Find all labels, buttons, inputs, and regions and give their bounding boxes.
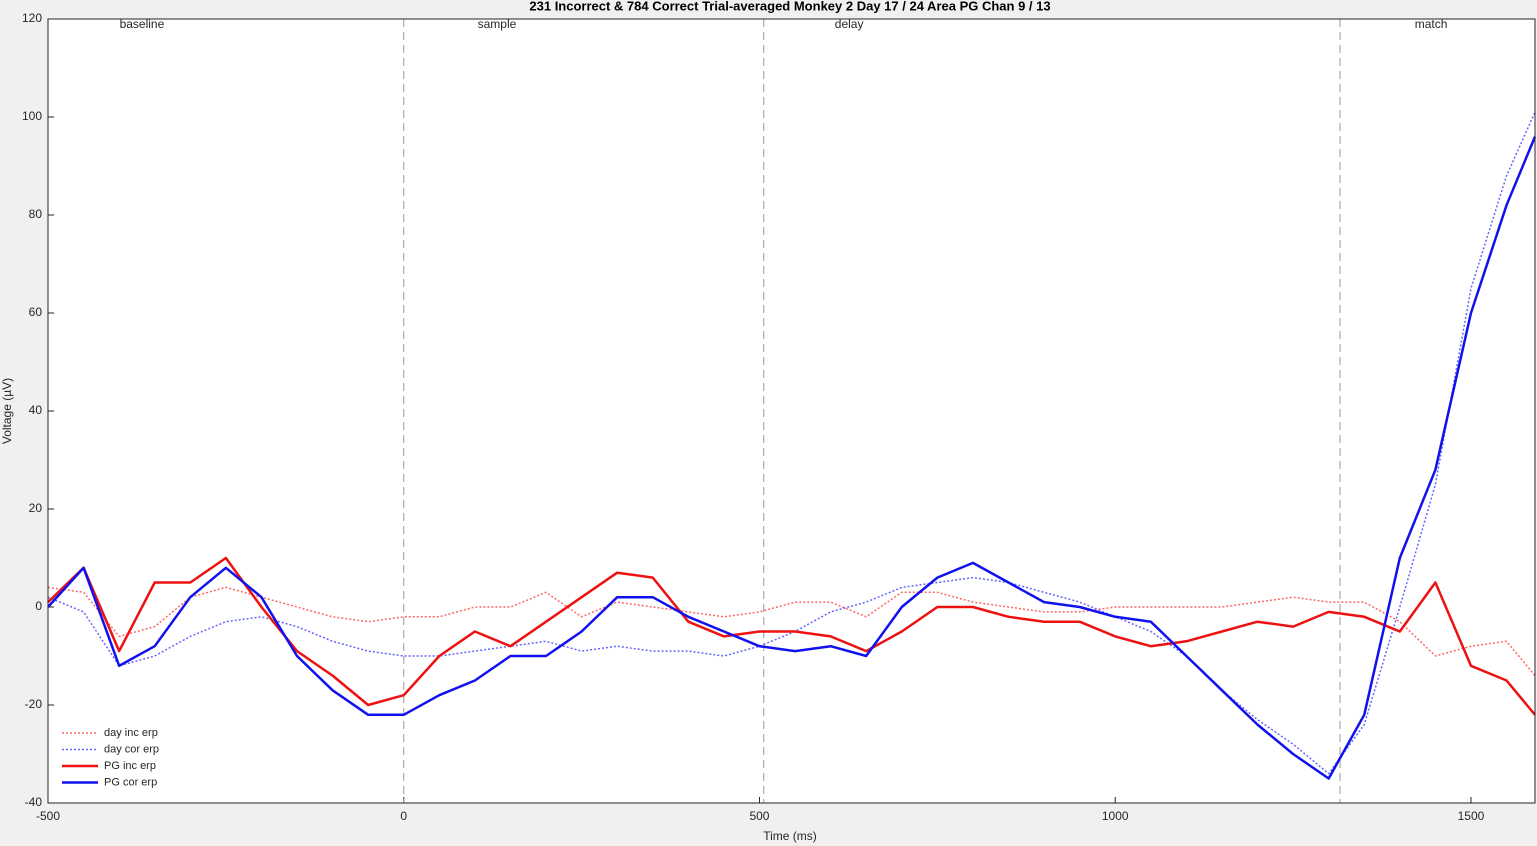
y-tick-label: 0 [35, 599, 42, 613]
y-tick-label: 100 [22, 109, 42, 123]
x-tick-label: -500 [36, 809, 60, 823]
phase-label: sample [478, 17, 517, 31]
y-tick-label: -40 [25, 795, 43, 809]
phase-label: match [1415, 17, 1448, 31]
y-axis-label: Voltage (µV) [0, 378, 14, 444]
legend-label: PG cor erp [104, 776, 157, 788]
x-tick-label: 1000 [1102, 809, 1129, 823]
phase-label: delay [835, 17, 864, 31]
axes-box [47, 18, 1536, 804]
legend-label: day cor erp [104, 743, 159, 755]
legend-label: PG inc erp [104, 760, 156, 772]
phase-label: baseline [120, 17, 165, 31]
x-tick-label: 0 [400, 809, 407, 823]
legend-label: day inc erp [104, 727, 158, 739]
x-axis-label: Time (ms) [763, 829, 817, 843]
y-tick-label: 20 [29, 501, 43, 515]
y-tick-label: 80 [29, 207, 43, 221]
plot-area [48, 19, 1535, 803]
y-tick-label: 40 [29, 403, 43, 417]
series-line [47, 556, 1536, 716]
y-tick-label: -20 [25, 697, 43, 711]
y-tick-label: 120 [22, 11, 42, 25]
series-line [47, 136, 1537, 780]
y-tick-label: 60 [29, 305, 43, 319]
x-tick-label: 500 [749, 809, 769, 823]
chart-title: 231 Incorrect & 784 Correct Trial-averag… [529, 0, 1050, 13]
x-tick-label: 1500 [1458, 809, 1485, 823]
